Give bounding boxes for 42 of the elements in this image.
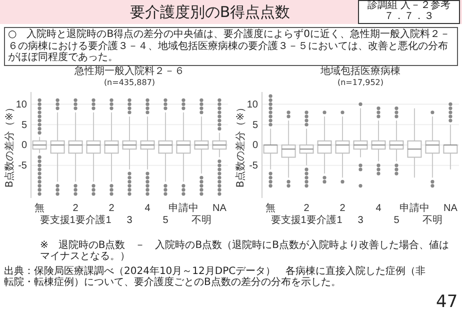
x-tick-label: 要支援1 — [40, 214, 76, 226]
x-tick-label: 申請中 — [399, 202, 430, 214]
x-tick-label: 無 — [34, 202, 45, 214]
x-tick-label: 4 — [376, 203, 382, 214]
text: ※ 退院時のB点数 － 入院時のB点数（退院時にB点数が入院時より改善した場合、値はマイナスとなる。） — [40, 240, 450, 262]
x-tick-label: NA — [444, 203, 458, 214]
x-tick-label: 3 — [126, 215, 133, 226]
x-tick-label: 5 — [394, 215, 400, 226]
y-tick-label: 5 — [21, 120, 28, 131]
x-tick-label: 5 — [162, 215, 169, 226]
x-tick-label: 4 — [144, 203, 151, 214]
x-tick-label: 不明 — [191, 215, 212, 226]
x-tick-label: 2 — [72, 203, 79, 214]
x-tick-label: 要支援1 — [270, 214, 307, 226]
x-tick-label: 要介護1 — [76, 214, 112, 226]
y-tick-label: 10 — [246, 99, 258, 110]
y-axis-title: B点数の差分（※） — [4, 102, 16, 188]
y-tick-label: 10 — [16, 99, 28, 110]
text: ○ 入院時と退院時のB得点の差分の中央値は、要介護度によらず0に近く、急性期一般入院料２－６の病棟における要介護３－４、地域包括医療病棟の要介護３－５においては、改善と悪化の分布がほぼ同程度であった。 — [4, 27, 458, 66]
x-tick-label: 2 — [304, 203, 310, 214]
x-tick-label: 無 — [266, 202, 276, 214]
x-tick-label: 要介護1 — [306, 214, 343, 226]
chart-title: 地域包括医療病棟 — [320, 65, 400, 77]
chart-subtitle: (n=435,887) — [104, 78, 156, 87]
x-tick-label: NA — [212, 203, 227, 214]
y-axis-title: B点数の差分（※） — [234, 102, 246, 188]
y-tick-label: -5 — [18, 160, 28, 172]
text: 要介護度別のB得点点数 — [128, 3, 292, 22]
chart-subtitle: (n=17,952) — [337, 78, 384, 87]
x-tick-label: 不明 — [422, 215, 442, 226]
x-tick-label: 2 — [108, 203, 115, 214]
y-tick-label: 0 — [21, 140, 28, 152]
y-tick-label: 5 — [252, 120, 258, 131]
source-note: 出典：保険局医療課調べ（2024年10月～12月DPCデータ） 各病棟に直接入院した症例（非転院・転棟症例）について、要介護度ごとのB点数の差分の分布を示した。 — [4, 266, 427, 288]
text: ７．７．３ — [383, 10, 435, 22]
x-tick-label: 3 — [358, 215, 364, 226]
x-tick-label: 申請中 — [168, 202, 198, 214]
text: 47 — [436, 292, 459, 312]
x-tick-label: 2 — [340, 203, 346, 214]
chart-title: 急性期一般入院料２－６ — [74, 65, 184, 77]
y-tick-label: 0 — [252, 140, 258, 152]
y-tick-label: -5 — [249, 160, 258, 172]
